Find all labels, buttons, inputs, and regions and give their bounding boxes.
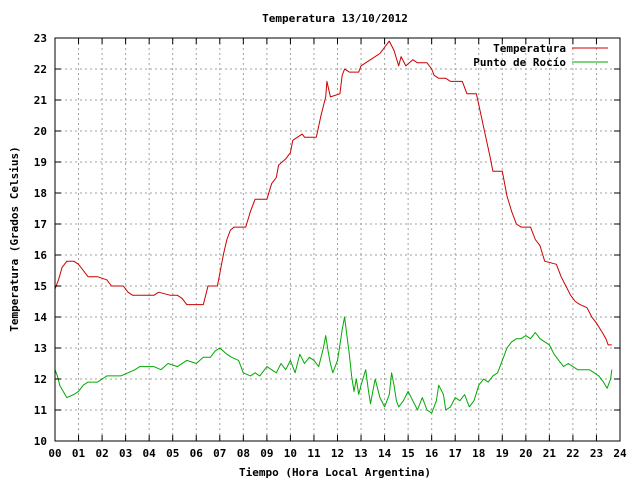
y-tick-label: 22	[34, 63, 47, 76]
x-tick-label: 24	[613, 447, 627, 460]
x-tick-label: 20	[519, 447, 532, 460]
y-axis-label: Temperatura (Grados Celsius)	[8, 146, 21, 331]
x-tick-label: 12	[331, 447, 344, 460]
x-tick-label: 05	[166, 447, 179, 460]
series-layer	[54, 40, 613, 414]
x-tick-label: 10	[284, 447, 297, 460]
x-tick-label: 01	[72, 447, 86, 460]
x-tick-label: 11	[307, 447, 321, 460]
x-tick-label: 04	[143, 447, 157, 460]
x-tick-label: 08	[237, 447, 250, 460]
x-tick-label: 18	[472, 447, 485, 460]
x-tick-label: 13	[354, 447, 367, 460]
chart-title: Temperatura 13/10/2012	[262, 12, 408, 25]
series-line-temperatura	[54, 40, 612, 346]
x-tick-label: 16	[425, 447, 439, 460]
y-tick-label: 12	[34, 373, 47, 386]
y-tick-label: 10	[34, 435, 47, 448]
y-tick-label: 14	[34, 311, 48, 324]
x-tick-label: 19	[496, 447, 509, 460]
x-tick-label: 00	[48, 447, 61, 460]
legend: Temperatura Punto de Rocío	[473, 42, 608, 69]
legend-label-temperatura: Temperatura	[493, 42, 566, 55]
y-tick-label: 13	[34, 342, 47, 355]
y-tick-label: 21	[34, 94, 48, 107]
tick-labels: 00 01 02 03 04 05 06 07 08 09 10 11 12 13 14 15 16 17 18 19…	[34, 32, 627, 460]
grid-lines	[55, 38, 620, 441]
x-tick-label: 21	[543, 447, 557, 460]
y-tick-label: 15	[34, 280, 47, 293]
y-tick-label: 23	[34, 32, 47, 45]
x-tick-label: 14	[378, 447, 392, 460]
y-tick-label: 19	[34, 156, 47, 169]
x-tick-label: 09	[260, 447, 273, 460]
x-tick-label: 15	[402, 447, 415, 460]
y-tick-label: 17	[34, 218, 47, 231]
y-tick-label: 16	[34, 249, 48, 262]
y-tick-label: 11	[34, 404, 48, 417]
x-tick-label: 06	[190, 447, 204, 460]
x-tick-label: 22	[566, 447, 579, 460]
y-tick-label: 18	[34, 187, 47, 200]
legend-label-punto-de-rocio: Punto de Rocío	[473, 56, 566, 69]
x-tick-label: 02	[95, 447, 108, 460]
tick-marks	[54, 37, 621, 442]
x-tick-label: 23	[590, 447, 603, 460]
y-tick-label: 20	[34, 125, 47, 138]
series-line-punto-de-rocio	[54, 316, 613, 414]
x-tick-label: 07	[213, 447, 226, 460]
x-axis-label: Tiempo (Hora Local Argentina)	[239, 466, 431, 479]
x-tick-label: 17	[449, 447, 462, 460]
x-tick-label: 03	[119, 447, 132, 460]
